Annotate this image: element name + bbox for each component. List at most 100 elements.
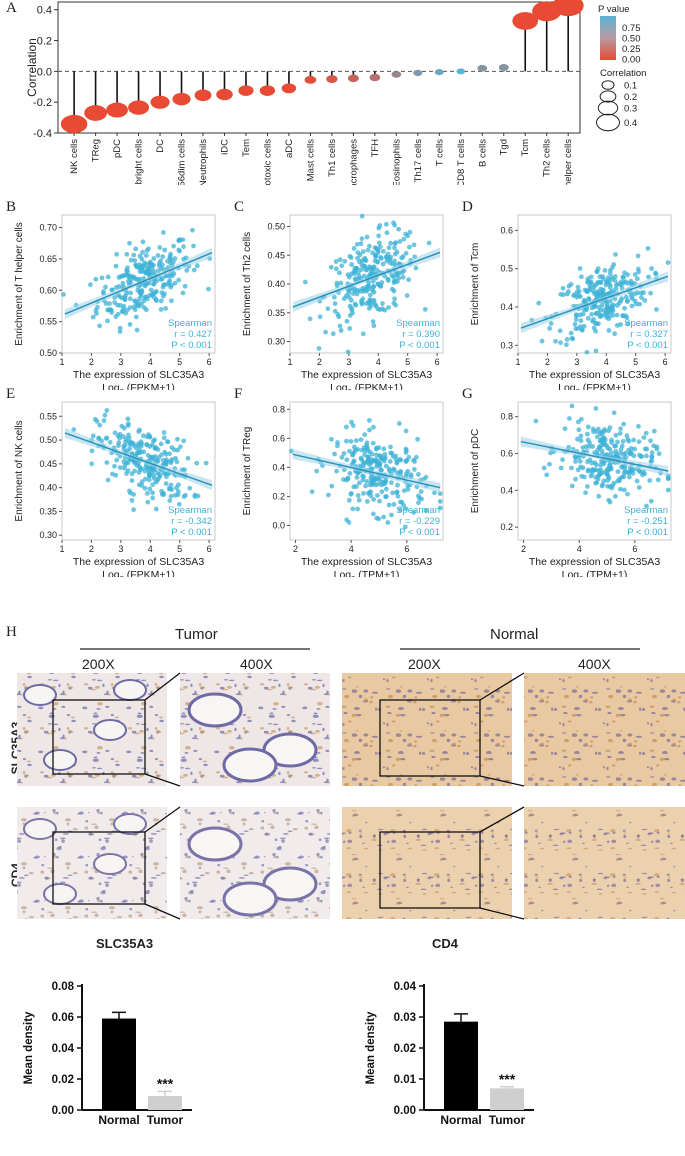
scatter-point <box>90 314 96 320</box>
scatter-point <box>423 474 429 480</box>
scatter-point <box>133 314 139 320</box>
y-tick-label: 0.00 <box>52 1105 74 1117</box>
scatter-point <box>437 505 443 511</box>
scatter-point <box>578 318 584 324</box>
scatter-point <box>172 492 178 498</box>
scatter-point <box>129 497 135 503</box>
y-tick-label: 0.02 <box>394 1043 416 1055</box>
scatter-point <box>359 301 365 307</box>
scatter-point <box>376 233 382 239</box>
legend-p-label: 0.75 <box>622 23 641 34</box>
bar-title-slc35a3: SLC35A3 <box>96 936 154 951</box>
scatter-point <box>383 494 389 499</box>
y-tick-label: 0.3 <box>500 340 513 350</box>
y-tick-label: 0.45 <box>39 459 57 469</box>
unit-rest: (TPM+1) <box>583 569 627 577</box>
fit-line <box>64 251 213 315</box>
scatter-point <box>175 489 181 494</box>
unit-sub: 2 <box>120 574 124 577</box>
scatter-point <box>635 253 641 259</box>
x-axis-label: The expression of SLC35A3 <box>529 369 660 381</box>
scatter-point <box>316 346 322 351</box>
scatter-point <box>373 246 379 251</box>
scatter-point <box>385 520 391 525</box>
gland <box>222 747 278 783</box>
unit-log: Log <box>102 569 120 577</box>
scatter-point <box>133 262 139 268</box>
scatter-point <box>649 450 655 456</box>
scatter-point <box>649 454 655 460</box>
x-tick-label: 6 <box>435 357 440 367</box>
legend-p-label: 0.25 <box>622 44 641 55</box>
p-colorbar <box>600 16 616 60</box>
y-tick-label: -0.4 <box>33 128 52 140</box>
scatter-point <box>382 451 388 457</box>
scatter-point <box>403 446 409 452</box>
scatter-point <box>569 465 574 471</box>
scatter-point <box>568 281 574 287</box>
scatter-point <box>401 488 407 494</box>
gland <box>113 813 147 835</box>
panel-letter-a: A <box>6 0 17 16</box>
scatter-point <box>120 309 126 314</box>
scatter-point <box>128 290 134 296</box>
scatter-point <box>397 239 403 244</box>
scatter-point <box>170 259 176 265</box>
scatter-point <box>127 488 132 494</box>
scatter-point <box>366 283 371 289</box>
scatter-point <box>104 408 110 413</box>
legend-corr-circle <box>601 80 615 90</box>
fit-line <box>520 440 669 472</box>
scatter-point <box>159 492 165 497</box>
scatter-point <box>129 440 134 445</box>
scatter-point <box>391 502 397 507</box>
lollipop-dot <box>552 0 584 17</box>
fit-line <box>292 251 441 308</box>
x-tick-label: T cells <box>434 139 445 167</box>
scatter-point <box>389 512 394 518</box>
scatter-point <box>564 336 570 342</box>
scatter-point <box>562 426 568 432</box>
scatter-point <box>626 438 632 444</box>
x-tick-label: TReg <box>91 139 102 162</box>
legend-corr-circle <box>599 90 617 103</box>
scatter-point <box>585 279 591 285</box>
lollipop-dot <box>106 102 128 118</box>
scatter-point <box>564 342 569 348</box>
scatter-point <box>415 493 421 499</box>
scatter-point <box>605 483 611 489</box>
scatter-point <box>375 476 380 482</box>
x-tick-label: 1 <box>287 357 292 367</box>
y-tick-label: 0.06 <box>52 1012 74 1024</box>
stat-p: P < 0.001 <box>171 340 212 351</box>
scatter-point <box>355 493 361 498</box>
scatter-point <box>370 319 376 324</box>
scatter-point <box>332 451 337 457</box>
scatter-point <box>642 297 648 303</box>
scatter-point <box>641 435 647 440</box>
lollipop-dot <box>391 71 402 78</box>
scatter-point <box>609 450 614 456</box>
scatter-point <box>567 416 572 421</box>
unit-sub: 2 <box>351 574 355 577</box>
scatter-point <box>127 446 133 451</box>
scatter-point <box>140 239 146 245</box>
lollipop-dot <box>259 85 276 96</box>
scatter-point <box>558 465 564 471</box>
scatter-point <box>649 266 654 271</box>
scatter-point <box>581 323 587 329</box>
x-tick-label: 4 <box>148 357 153 367</box>
scatter-point <box>143 307 149 313</box>
stat-r: r = -0.342 <box>171 516 212 527</box>
scatter-point <box>606 475 612 481</box>
scatter-point <box>588 274 594 280</box>
gland <box>23 818 57 840</box>
scatter-point <box>360 331 366 337</box>
scatter-point <box>378 254 383 260</box>
scatter-point <box>165 439 171 445</box>
scatter-point <box>191 267 197 273</box>
scatter-point <box>338 328 344 333</box>
scatter-point <box>411 242 417 248</box>
